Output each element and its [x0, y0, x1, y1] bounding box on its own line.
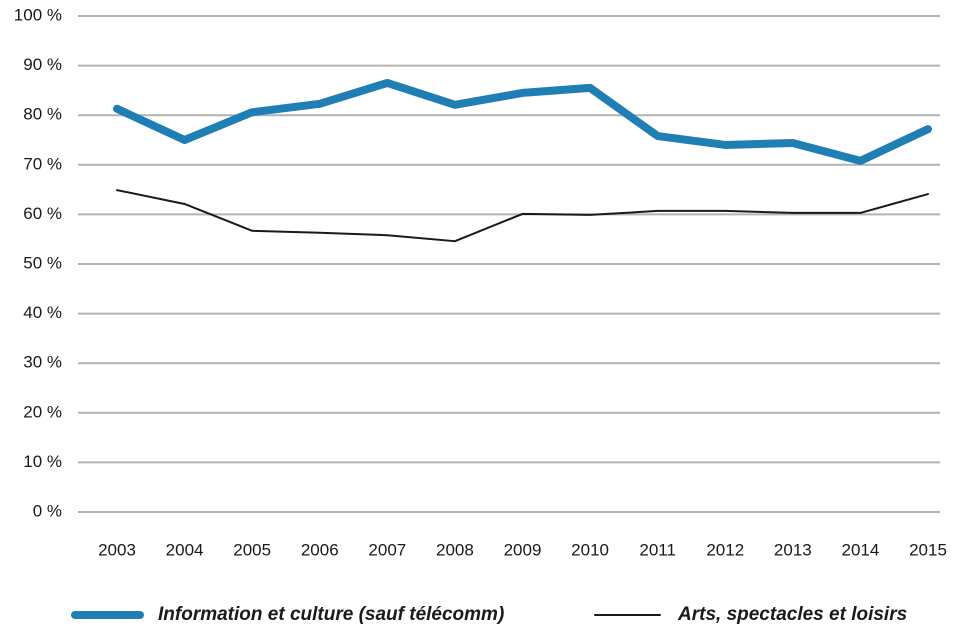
x-tick-label: 2009	[504, 540, 542, 559]
x-tick-label: 2010	[571, 540, 609, 559]
y-tick-label: 20 %	[23, 402, 62, 421]
y-tick-label: 0 %	[33, 501, 62, 520]
y-tick-label: 40 %	[23, 303, 62, 322]
x-tick-label: 2012	[706, 540, 744, 559]
y-tick-label: 10 %	[23, 452, 62, 471]
y-tick-label: 90 %	[23, 55, 62, 74]
series-line	[116, 189, 929, 243]
x-tick-label: 2015	[909, 540, 947, 559]
y-tick-label: 50 %	[23, 253, 62, 272]
x-tick-label: 2008	[436, 540, 474, 559]
x-tick-label: 2007	[368, 540, 406, 559]
series-line	[113, 78, 932, 165]
y-tick-label: 60 %	[23, 204, 62, 223]
x-tick-label: 2014	[842, 540, 880, 559]
y-tick-label: 100 %	[14, 5, 62, 24]
y-tick-label: 70 %	[23, 154, 62, 173]
legend-label: Information et culture (sauf télécomm)	[158, 604, 504, 625]
x-tick-label: 2003	[98, 540, 136, 559]
x-tick-label: 2011	[639, 540, 676, 559]
y-tick-label: 80 %	[23, 105, 62, 124]
x-tick-label: 2005	[233, 540, 271, 559]
y-tick-label: 30 %	[23, 353, 62, 372]
legend-label: Arts, spectacles et loisirs	[677, 604, 907, 625]
x-tick-label: 2006	[301, 540, 339, 559]
x-tick-label: 2004	[166, 540, 204, 559]
x-tick-label: 2013	[774, 540, 812, 559]
